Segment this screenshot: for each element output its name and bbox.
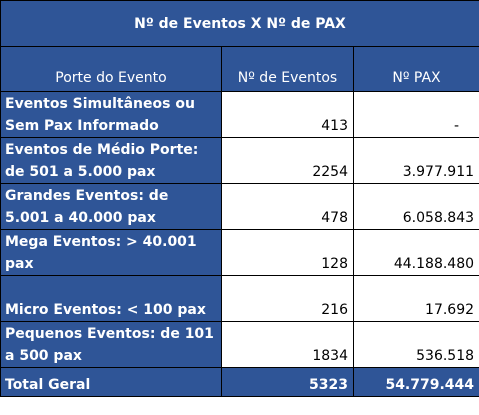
row-events: 2254 [221,137,354,184]
row-pax: 44.188.480 [352,229,479,276]
row-pax: 17.692 [352,275,479,322]
header-num-eventos: Nº de Eventos [221,46,354,92]
row-label: Eventos de Médio Porte: de 501 a 5.000 p… [0,137,222,184]
total-events: 5323 [221,367,354,397]
row-pax: 536.518 [352,321,479,368]
events-pax-table: Nº de Eventos X Nº de PAX Porte do Event… [0,0,479,397]
title-row: Nº de Eventos X Nº de PAX [0,0,479,47]
row-events: 478 [221,183,354,230]
table-title: Nº de Eventos X Nº de PAX [0,0,479,47]
table-row: Pequenos Eventos: de 101 a 500 pax 1834 … [0,321,479,368]
row-events: 216 [221,275,354,322]
row-events: 413 [221,91,354,138]
table-row: Eventos Simultâneos ou Sem Pax Informado… [0,91,479,138]
row-label: Grandes Eventos: de 5.001 a 40.000 pax [0,183,222,230]
total-row: Total Geral 5323 54.779.444 [0,367,479,397]
total-label: Total Geral [0,367,222,397]
table-row: Mega Eventos: > 40.001 pax 128 44.188.48… [0,229,479,276]
header-porte: Porte do Evento [0,46,222,92]
row-label: Micro Eventos: < 100 pax [0,275,222,322]
header-row: Porte do Evento Nº de Eventos Nº PAX [0,46,479,92]
table-row: Grandes Eventos: de 5.001 a 40.000 pax 4… [0,183,479,230]
table-row: Micro Eventos: < 100 pax 216 17.692 [0,275,479,322]
table-row: Eventos de Médio Porte: de 501 a 5.000 p… [0,137,479,184]
row-events: 128 [221,229,354,276]
row-label: Eventos Simultâneos ou Sem Pax Informado [0,91,222,138]
row-pax: 6.058.843 [352,183,479,230]
row-pax: 3.977.911 [352,137,479,184]
row-pax: - [352,91,479,138]
header-num-pax: Nº PAX [352,46,479,92]
row-events: 1834 [221,321,354,368]
row-label: Pequenos Eventos: de 101 a 500 pax [0,321,222,368]
row-label: Mega Eventos: > 40.001 pax [0,229,222,276]
total-pax: 54.779.444 [352,367,479,397]
